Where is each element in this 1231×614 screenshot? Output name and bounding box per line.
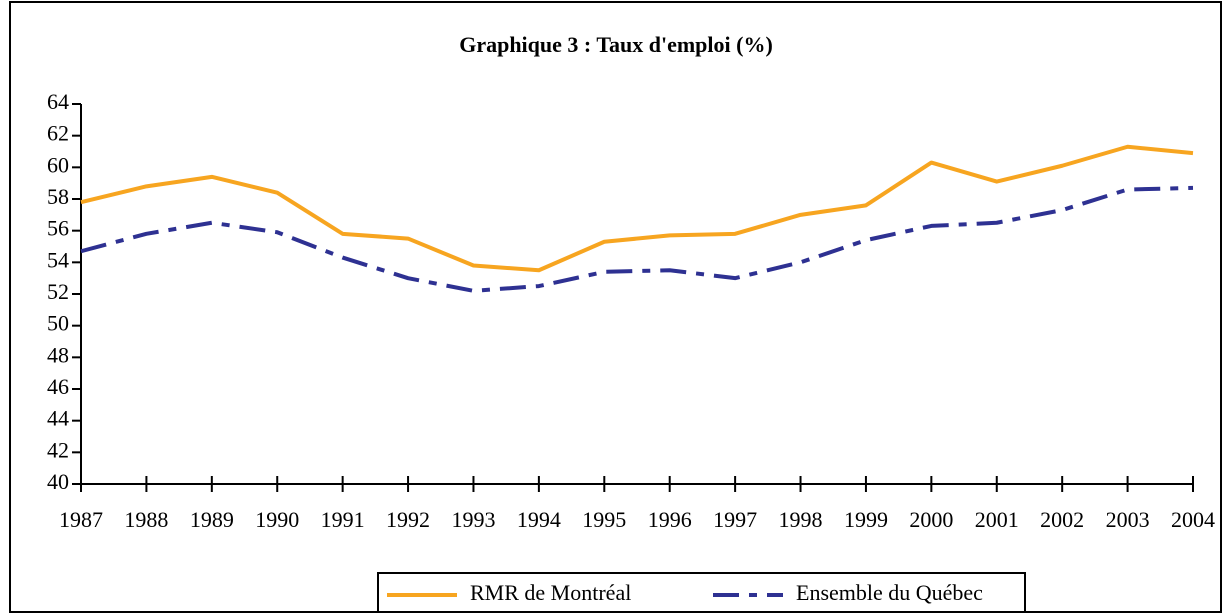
y-tick-label: 62 (47, 121, 69, 146)
y-tick-label: 42 (47, 437, 69, 462)
y-tick-label: 40 (47, 469, 69, 494)
x-tick-label: 1994 (517, 507, 561, 532)
x-tick-label: 2001 (975, 507, 1019, 532)
x-tick-label: 2000 (909, 507, 953, 532)
x-tick-label: 1997 (713, 507, 757, 532)
x-tick-label: 1995 (582, 507, 626, 532)
legend-label: RMR de Montréal (470, 580, 631, 605)
x-tick-label: 2002 (1040, 507, 1084, 532)
x-tick-label: 1990 (255, 507, 299, 532)
y-tick-label: 48 (47, 342, 69, 367)
x-tick-label: 1989 (190, 507, 234, 532)
y-tick-label: 52 (47, 279, 69, 304)
y-tick-label: 60 (47, 152, 69, 177)
x-tick-label: 1991 (321, 507, 365, 532)
y-tick-label: 50 (47, 311, 69, 336)
x-tick-label: 1992 (386, 507, 430, 532)
y-tick-label: 54 (47, 247, 69, 272)
x-tick-label: 1988 (124, 507, 168, 532)
y-tick-label: 56 (47, 216, 69, 241)
x-tick-label: 1998 (779, 507, 823, 532)
legend-label: Ensemble du Québec (796, 580, 983, 605)
y-tick-label: 46 (47, 374, 69, 399)
series-line (80, 144, 1194, 273)
x-tick-label: 1993 (451, 507, 495, 532)
chart-title: Graphique 3 : Taux d'emploi (%) (459, 32, 773, 57)
x-tick-label: 1987 (59, 507, 103, 532)
y-tick-label: 44 (47, 406, 69, 431)
x-tick-label: 2003 (1106, 507, 1150, 532)
y-tick-label: 58 (47, 184, 69, 209)
x-tick-label: 1996 (648, 507, 692, 532)
x-tick-label: 2004 (1171, 507, 1215, 532)
y-tick-label: 64 (47, 89, 69, 114)
x-tick-label: 1999 (844, 507, 888, 532)
frame (9, 1, 1222, 613)
legend-box (377, 572, 1026, 613)
